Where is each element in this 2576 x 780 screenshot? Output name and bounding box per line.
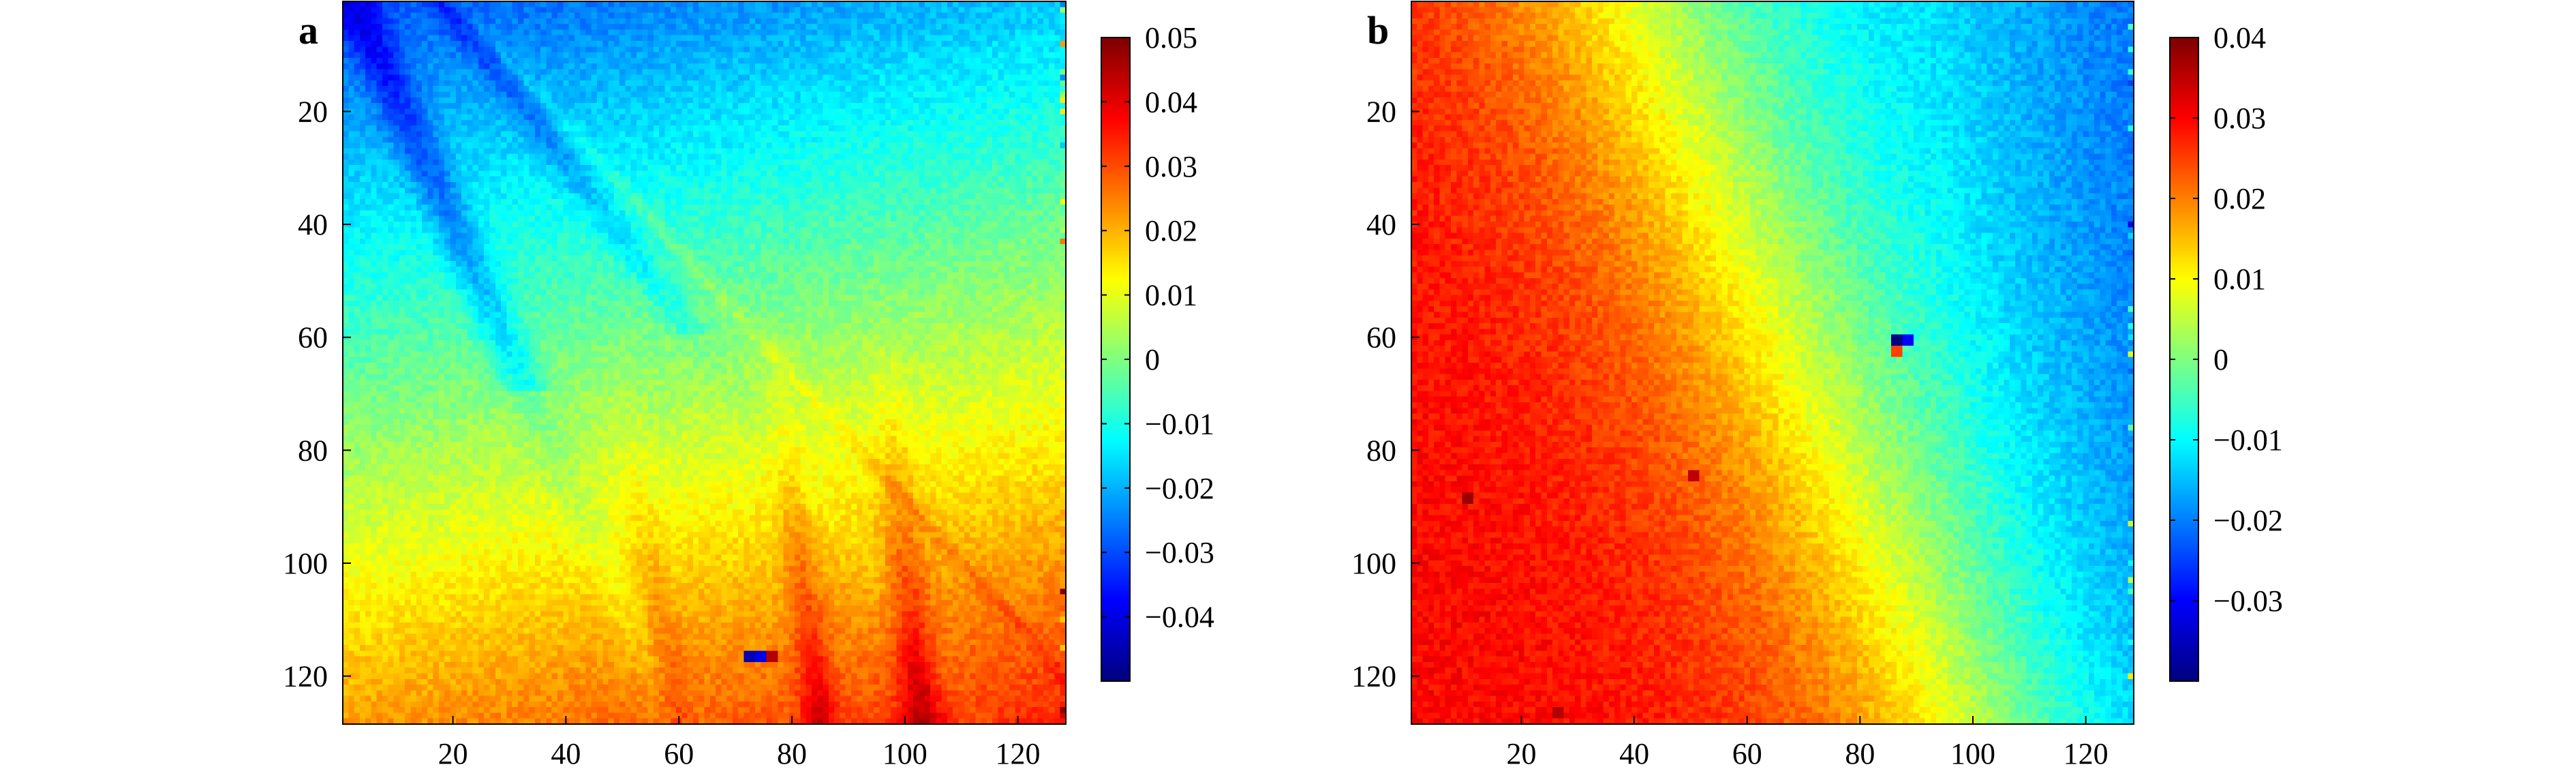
x-tick-label-a-60: 60 <box>664 737 694 770</box>
colorbar-tick-label-a-8: −0.03 <box>1145 536 1214 569</box>
x-tick-label-b-60: 60 <box>1732 737 1762 770</box>
colorbar-tick-label-a-2: 0.03 <box>1145 150 1197 183</box>
colorbar-tick-label-a-5: 0 <box>1145 343 1160 376</box>
panel-label-b: b <box>1367 8 1389 52</box>
y-tick-label-a-120: 120 <box>283 660 328 693</box>
colorbar-tick-label-b-3: 0.01 <box>2213 262 2266 296</box>
x-tick-label-b-40: 40 <box>1619 737 1649 770</box>
colorbar-tick-label-a-9: −0.04 <box>1145 601 1214 634</box>
x-tick-label-a-40: 40 <box>551 737 581 770</box>
colorbar-tick-label-b-5: −0.01 <box>2213 423 2283 457</box>
colorbar-tick-label-b-4: 0 <box>2213 343 2228 376</box>
heatmap-b-image <box>1411 1 2134 724</box>
colorbar-tick-label-b-2: 0.02 <box>2213 182 2266 215</box>
x-tick-label-a-100: 100 <box>883 737 927 770</box>
y-tick-label-a-80: 80 <box>298 434 328 467</box>
colorbar-tick-label-b-1: 0.03 <box>2213 102 2266 135</box>
y-tick-label-a-60: 60 <box>298 321 328 355</box>
colorbar-ticks-b: 0.04 0.03 0.02 0.01 0 −0.01 −0.02 −0.03 <box>2170 21 2283 618</box>
colorbar-tick-label-a-7: −0.02 <box>1145 472 1214 505</box>
colorbar-tick-label-b-6: −0.02 <box>2213 504 2283 537</box>
y-tick-label-b-80: 80 <box>1366 434 1396 467</box>
x-tick-label-b-120: 120 <box>2064 737 2109 770</box>
colorbar-ticks-a: 0.05 0.04 0.03 0.02 0.01 0 −0.01 −0.02 −0.03 −0.0… <box>1101 21 1214 634</box>
y-tick-label-b-60: 60 <box>1366 321 1396 355</box>
axes-frame-a <box>342 1 1067 725</box>
x-tick-label-b-80: 80 <box>1845 737 1875 770</box>
x-tick-label-a-120: 120 <box>996 737 1041 770</box>
y-tick-label-a-100: 100 <box>283 547 328 580</box>
x-tick-label-b-100: 100 <box>1950 737 1995 770</box>
x-tick-label-a-20: 20 <box>438 737 468 770</box>
y-tick-label-a-20: 20 <box>298 95 328 128</box>
ticks-b: 20 40 60 80 100 120 20 40 60 80 100 120 <box>1351 95 2109 770</box>
x-tick-label-b-20: 20 <box>1506 737 1536 770</box>
colorbar-tick-label-b-0: 0.04 <box>2213 21 2266 55</box>
x-tick-label-a-80: 80 <box>777 737 807 770</box>
y-tick-label-b-40: 40 <box>1366 208 1396 241</box>
ticks-a: 20 40 60 80 100 120 20 40 60 80 100 120 <box>283 95 1041 770</box>
colorbar-tick-label-a-0: 0.05 <box>1145 21 1197 55</box>
colorbar-tick-label-a-6: −0.01 <box>1145 407 1214 440</box>
colorbar-tick-label-b-7: −0.03 <box>2213 584 2283 618</box>
colorbar-tick-label-a-1: 0.04 <box>1145 85 1197 119</box>
panel-label-a: a <box>298 8 318 52</box>
axes-frame-b <box>1411 1 2134 725</box>
colorbar-tick-label-a-3: 0.02 <box>1145 214 1197 247</box>
y-tick-label-b-20: 20 <box>1366 95 1396 128</box>
y-tick-label-b-120: 120 <box>1351 660 1396 693</box>
y-tick-label-a-40: 40 <box>298 208 328 241</box>
colorbar-tick-label-a-4: 0.01 <box>1145 279 1197 312</box>
y-tick-label-b-100: 100 <box>1351 547 1396 580</box>
heatmap-a-image <box>343 1 1066 724</box>
